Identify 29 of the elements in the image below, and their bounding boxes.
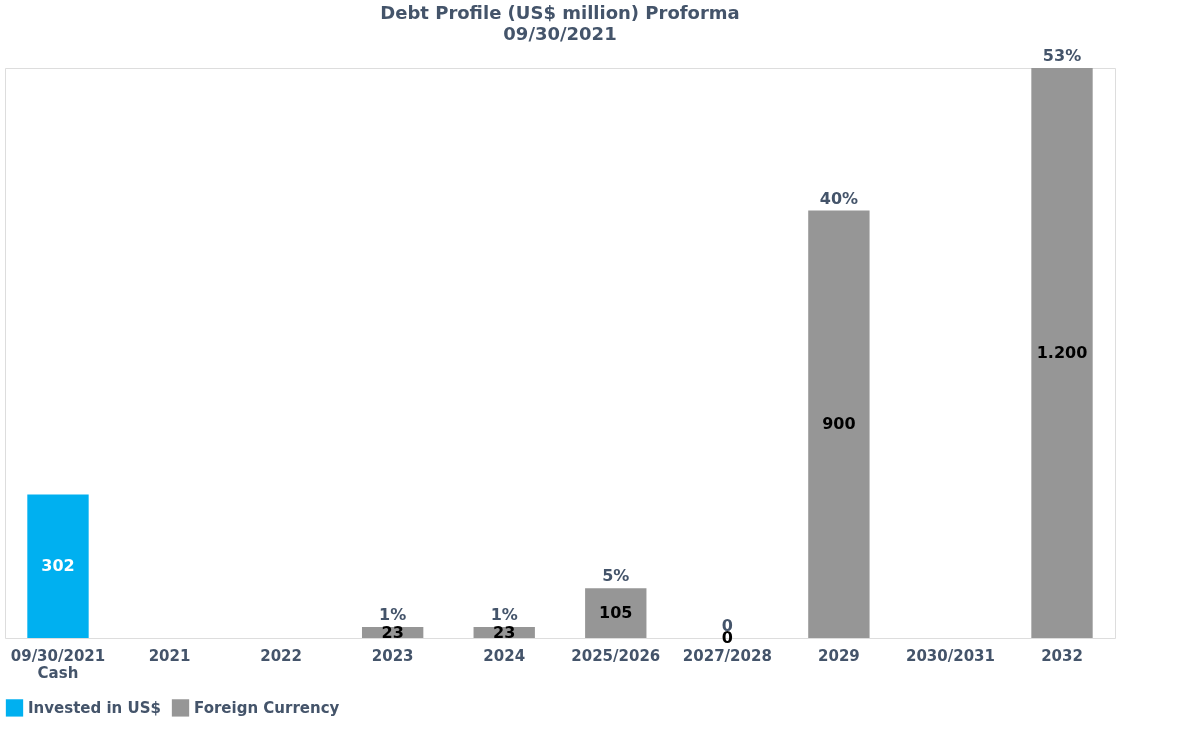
data-label: 23 [493,622,516,642]
annotation: 1% [490,605,518,625]
annotation: 5% [602,566,630,586]
data-label: 23 [381,622,404,642]
x-tick-label: 2030/2031 [905,646,995,665]
bar [1031,68,1093,638]
annotation: 1% [379,605,407,625]
x-tick-label: 2024 [483,646,526,665]
x-tick-label: 2023 [371,646,414,665]
x-tick-label: 09/30/2021 Cash [10,646,106,682]
data-label: 900 [822,414,856,434]
chart-subtitle: 09/30/2021 [503,23,617,44]
annotation: 53% [1042,46,1082,65]
x-tick-label: 2022 [260,646,302,665]
x-tick-label: 2021 [148,646,191,665]
chart-title: Debt Profile (US$ million) Proforma [380,2,740,23]
data-label: 302 [41,556,75,576]
data-label: 1.200 [1036,343,1088,362]
legend-label: Foreign Currency [194,698,340,717]
bar [27,494,89,638]
bar [585,588,647,638]
data-label: 105 [599,603,633,623]
x-tick-label: 2032 [1041,646,1083,665]
legend-label: Invested in US$ [28,698,161,717]
x-tick-label: 2029 [818,646,860,665]
annotation: 40% [819,188,859,208]
x-tick-label: 2025/2026 [571,646,661,665]
bar [808,210,870,638]
x-tick-label: 2027/2028 [682,646,772,665]
